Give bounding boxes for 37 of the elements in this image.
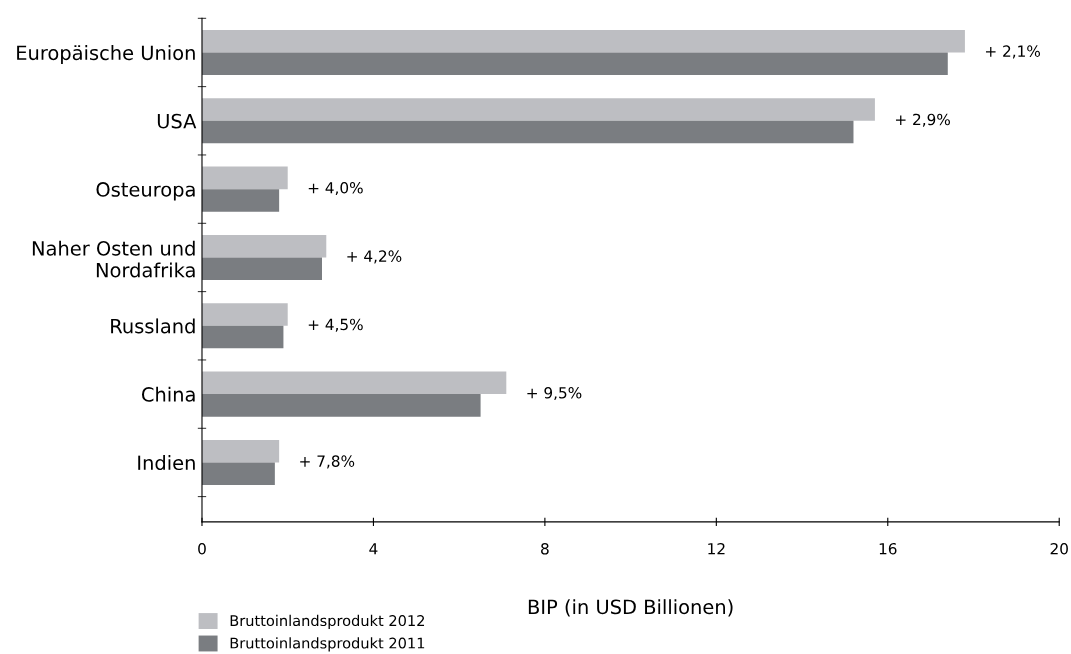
y-tick-label: USA: [157, 113, 197, 129]
bar: [201, 325, 284, 349]
x-tick-label: 8: [541, 543, 549, 555]
bar: [201, 120, 854, 144]
annotation: + 4,5%: [308, 318, 363, 332]
bar: [201, 52, 948, 76]
bar: [201, 234, 327, 258]
annotation: + 2,1%: [985, 45, 1040, 59]
bar: [201, 257, 322, 281]
y-tick-label: China: [141, 386, 195, 402]
x-axis-title: BIP (in USD Billionen): [528, 599, 733, 617]
annotation: + 4,0%: [308, 182, 363, 196]
bar: [201, 394, 481, 417]
y-tick-label: Osteuropa: [96, 182, 195, 201]
x-tick-label: 12: [708, 543, 725, 555]
y-tick-label: Naher Osten und Nordafrika: [32, 240, 195, 278]
bar: [201, 303, 288, 326]
annotation: + 2,9%: [895, 113, 950, 127]
annotation: + 9,5%: [527, 386, 582, 401]
bar: [201, 98, 875, 121]
bar: [201, 189, 280, 212]
annotation: + 4,2%: [347, 250, 402, 264]
bar: [201, 439, 280, 463]
legend-label: Bruttoinlandsprodukt 2012: [230, 614, 425, 629]
x-tick-label: 16: [879, 543, 897, 555]
x-tick-label: 20: [1050, 543, 1068, 555]
legend-label: Bruttoinlandsprodukt 2011: [230, 637, 425, 652]
annotation: + 7,8%: [300, 455, 355, 469]
x-tick-label: 0: [198, 543, 206, 555]
bar: [201, 29, 965, 53]
bar: [201, 371, 507, 395]
y-tick-label: Indien: [138, 455, 195, 471]
x-tick-label: 4: [369, 543, 378, 555]
bar: [201, 166, 288, 190]
y-tick-label: Russland: [111, 318, 195, 334]
bar: [201, 462, 275, 485]
y-tick-label: Europäische Union: [17, 45, 195, 64]
